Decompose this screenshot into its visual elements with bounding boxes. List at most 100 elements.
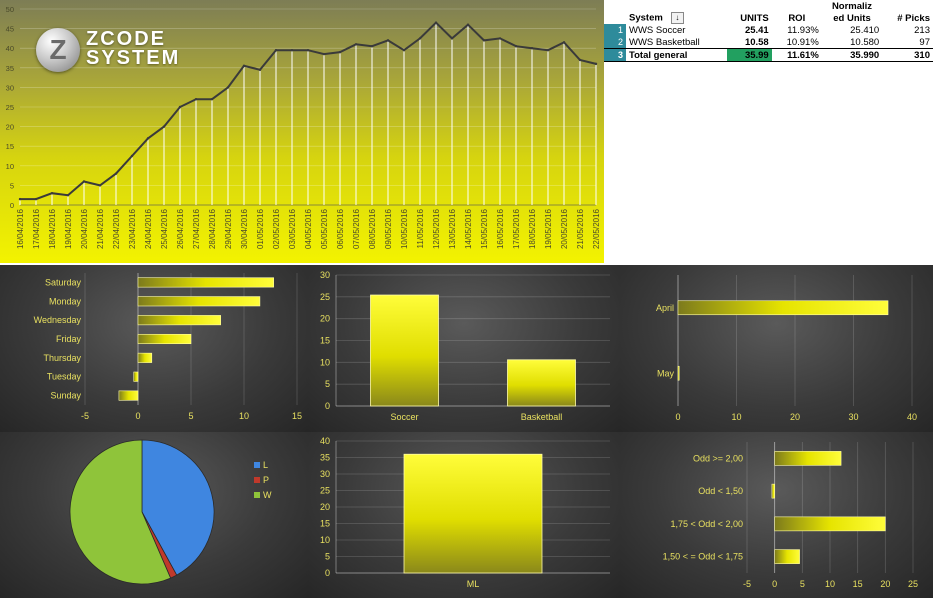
zcode-logo: Z ZCODE SYSTEM bbox=[36, 28, 186, 76]
y-tick-label: 25 bbox=[6, 103, 14, 112]
table-header-row: System ↓ UNITS ROI ed Units # Picks bbox=[604, 12, 933, 24]
bar bbox=[118, 390, 139, 401]
bar bbox=[677, 300, 889, 316]
data-point bbox=[482, 39, 486, 42]
data-point bbox=[226, 86, 230, 89]
data-point bbox=[18, 197, 22, 201]
y-tick-label: 15 bbox=[6, 142, 14, 151]
data-point bbox=[34, 197, 38, 201]
y-tick-label: 25 bbox=[320, 292, 330, 302]
x-tick-label: 10/05/2016 bbox=[400, 208, 409, 249]
x-tick-label: 24/04/2016 bbox=[144, 208, 153, 249]
header-normalized-line1: Normaliz bbox=[831, 1, 873, 12]
bar bbox=[507, 359, 576, 407]
category-label: ML bbox=[467, 579, 480, 589]
filter-dropdown-icon[interactable]: ↓ bbox=[670, 12, 684, 24]
cell-picks: 213 bbox=[914, 24, 930, 36]
x-tick-label: 12/05/2016 bbox=[432, 208, 441, 249]
x-tick-label: 20/04/2016 bbox=[80, 208, 89, 249]
data-point bbox=[242, 64, 246, 68]
bar bbox=[133, 371, 139, 382]
y-tick-label: 35 bbox=[320, 453, 330, 463]
category-label: Tuesday bbox=[47, 372, 82, 382]
x-tick-label: 07/05/2016 bbox=[352, 208, 361, 249]
data-point bbox=[434, 21, 438, 24]
bar bbox=[137, 333, 192, 345]
table-total-row[interactable]: 3 Total general 35.99 11.61% 35.990 310 bbox=[604, 48, 933, 62]
category-label: Basketball bbox=[521, 412, 563, 422]
category-label: Odd < 1,50 bbox=[698, 486, 743, 496]
x-tick-label: 20 bbox=[790, 412, 800, 422]
pie-slice bbox=[141, 439, 215, 576]
data-point bbox=[82, 180, 86, 183]
x-tick-label: 19/05/2016 bbox=[544, 208, 553, 249]
y-tick-label: 0 bbox=[325, 568, 330, 578]
category-label: Thursday bbox=[43, 353, 81, 363]
legend-label: L bbox=[263, 460, 268, 470]
y-tick-label: 0 bbox=[10, 201, 14, 210]
y-tick-label: 5 bbox=[325, 552, 330, 562]
x-tick-label: 15 bbox=[853, 579, 863, 589]
table-row[interactable]: 1 WWS Soccer 25.41 11.93% 25.410 213 bbox=[604, 24, 933, 36]
category-label: Wednesday bbox=[34, 315, 82, 325]
x-tick-label: 01/05/2016 bbox=[256, 208, 265, 249]
data-point bbox=[578, 58, 582, 62]
bar bbox=[677, 365, 680, 381]
data-point bbox=[258, 68, 262, 71]
pie-slice bbox=[69, 439, 172, 585]
x-tick-label: 22/05/2016 bbox=[592, 208, 601, 249]
table-header-row-top: Normaliz bbox=[604, 0, 933, 12]
logo-text-line2: SYSTEM bbox=[86, 47, 181, 69]
x-tick-label: 27/04/2016 bbox=[192, 208, 201, 249]
x-tick-label: 0 bbox=[675, 412, 680, 422]
x-tick-label: 15/05/2016 bbox=[480, 208, 489, 249]
data-point bbox=[354, 43, 358, 46]
units-by-sport-chart: 0 5 10 15 20 25 30 Soccer Basketball bbox=[308, 265, 620, 432]
y-tick-label: 30 bbox=[320, 270, 330, 280]
units-by-odds-chart: -5 0 5 10 15 20 25 Odd >= 2,00 Odd < 1,50 1,75 < … bbox=[620, 432, 933, 598]
x-tick-label: 30 bbox=[848, 412, 858, 422]
cell-system: WWS Basketball bbox=[629, 36, 700, 48]
y-tick-label: 40 bbox=[6, 44, 14, 53]
category-label: Friday bbox=[56, 334, 82, 344]
sport-chart-svg: 0 5 10 15 20 25 30 Soccer Basketball bbox=[320, 270, 610, 422]
data-point bbox=[386, 39, 390, 42]
x-tick-label: 08/05/2016 bbox=[368, 208, 377, 249]
data-point bbox=[274, 48, 278, 52]
data-point bbox=[114, 172, 118, 175]
bar bbox=[774, 549, 800, 564]
logo-z-icon: Z bbox=[36, 28, 80, 72]
data-point bbox=[66, 194, 70, 197]
y-tick-label: 15 bbox=[320, 336, 330, 346]
cell-units-total: 35.99 bbox=[726, 48, 772, 62]
cell-system: WWS Soccer bbox=[629, 24, 686, 36]
odds-chart-svg: -5 0 5 10 15 20 25 Odd >= 2,00 Odd < 1,50 1,75 < … bbox=[663, 442, 918, 589]
header-system: System ↓ bbox=[626, 12, 727, 24]
x-tick-label: 03/05/2016 bbox=[288, 208, 297, 249]
x-tick-label: 28/04/2016 bbox=[208, 208, 217, 249]
bar bbox=[137, 315, 221, 326]
data-point bbox=[418, 37, 422, 40]
x-tick-label: 10 bbox=[825, 579, 835, 589]
x-tick-label: 26/04/2016 bbox=[176, 208, 185, 249]
pie-chart-svg: LPW bbox=[69, 439, 272, 585]
table-row[interactable]: 2 WWS Basketball 10.58 10.91% 10.580 97 bbox=[604, 36, 933, 49]
data-point bbox=[146, 137, 150, 140]
category-label: Saturday bbox=[45, 277, 82, 287]
category-label: 1,50 < = Odd < 1,75 bbox=[663, 552, 743, 562]
cell-picks: 310 bbox=[882, 48, 933, 62]
cell-system: Total general bbox=[626, 48, 727, 62]
cumulative-units-line-chart: 0 5 10 15 20 25 30 35 40 45 50 16/04/2016 17/04/2016… bbox=[0, 0, 604, 263]
logo-text-line1: ZCODE bbox=[86, 28, 166, 50]
data-point bbox=[450, 37, 454, 40]
cell-roi: 11.93% bbox=[787, 24, 819, 36]
header-picks: # Picks bbox=[897, 13, 930, 24]
data-point bbox=[130, 154, 134, 158]
data-point bbox=[98, 184, 102, 187]
category-label: Odd >= 2,00 bbox=[693, 453, 743, 463]
x-tick-label: 0 bbox=[135, 411, 140, 421]
x-tick-label: 18/05/2016 bbox=[528, 208, 537, 249]
y-tick-label: 30 bbox=[320, 469, 330, 479]
line-chart-svg: 0 5 10 15 20 25 30 35 40 45 50 16/04/2016 17/04/2016… bbox=[6, 5, 601, 249]
bar bbox=[137, 352, 153, 363]
